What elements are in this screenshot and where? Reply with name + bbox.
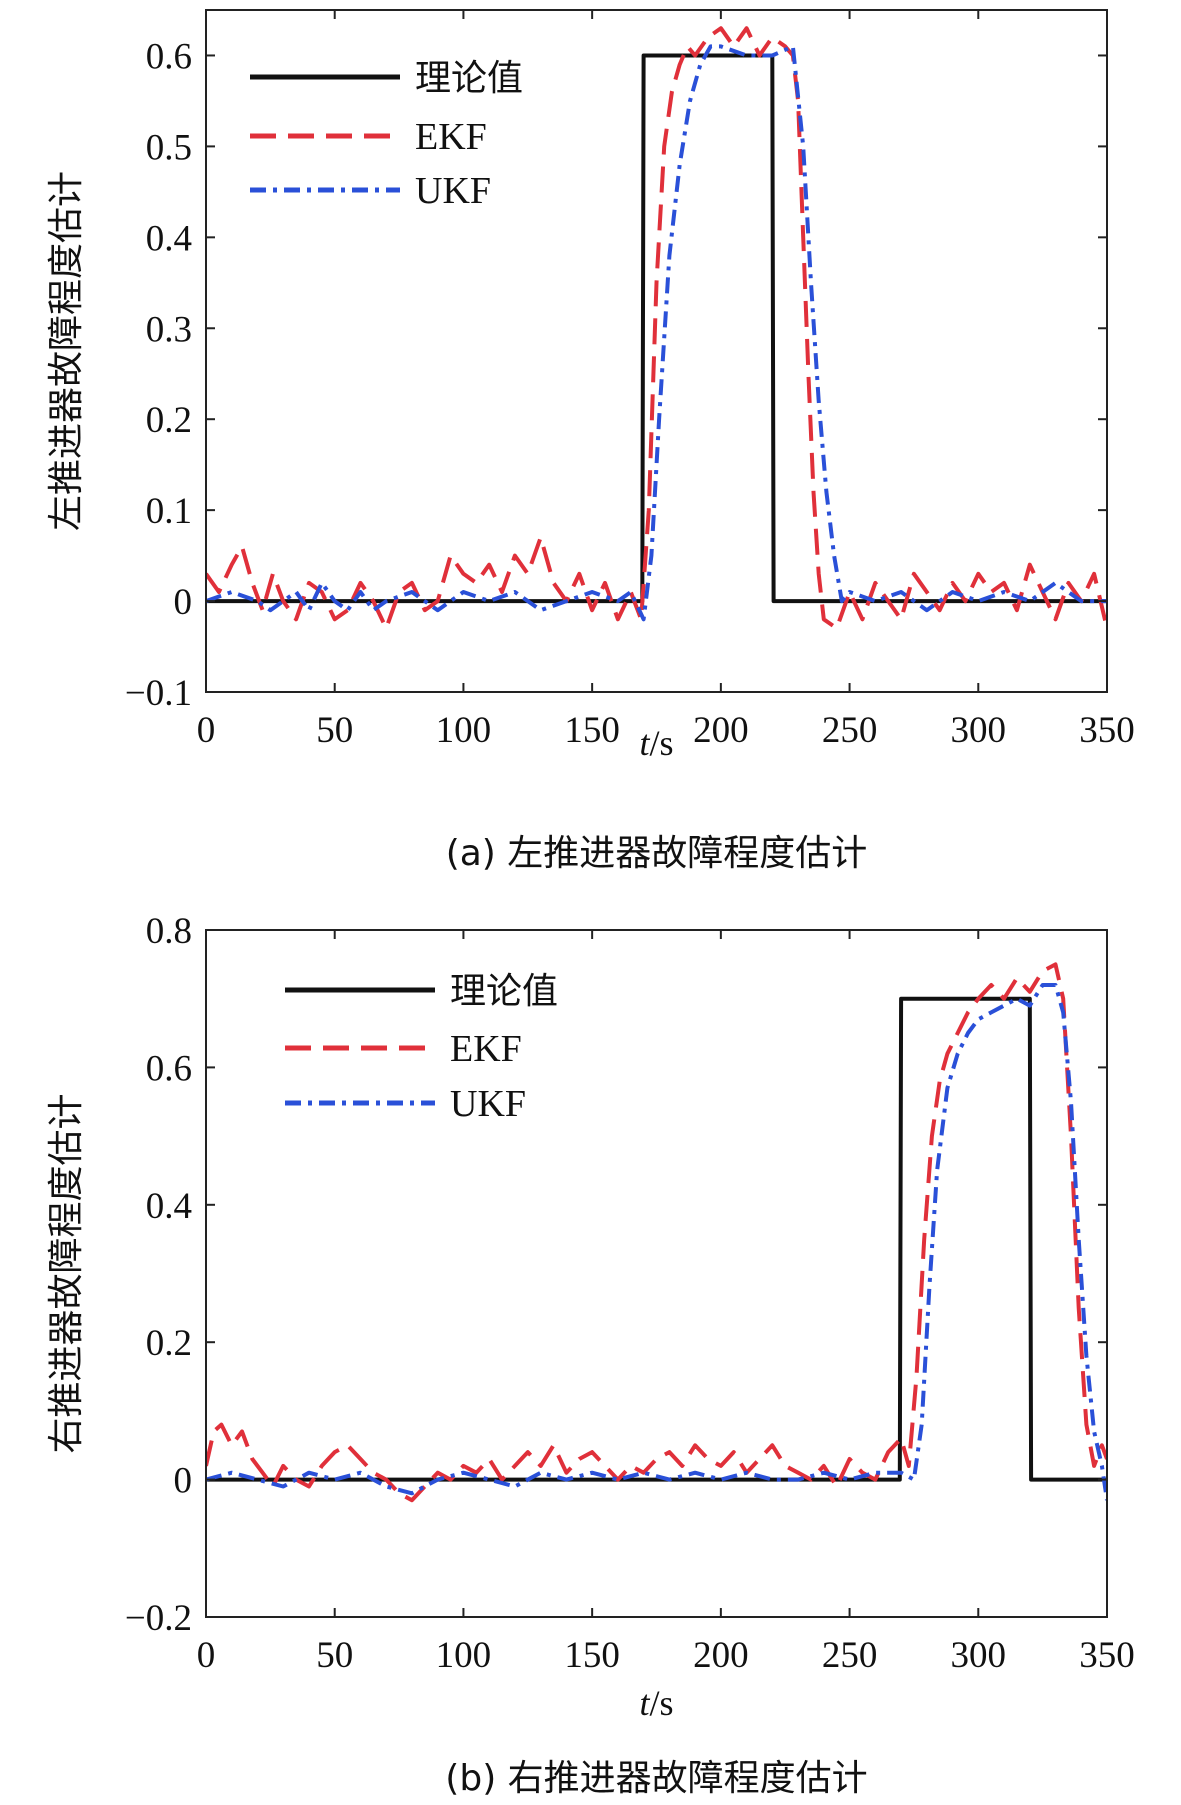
x-axis-label: t/s	[639, 1683, 673, 1723]
y-axis-label: 右推进器故障程度估计	[46, 1093, 87, 1453]
y-axis-label: 左推进器故障程度估计	[46, 171, 87, 531]
series-group	[206, 962, 1107, 1503]
y-tick-label: 0.5	[146, 127, 192, 168]
y-tick-label: 0.4	[146, 218, 192, 259]
y-tick-label: 0.2	[146, 1323, 192, 1364]
x-tick-label: 200	[693, 710, 749, 751]
x-tick-label: 250	[822, 710, 878, 751]
x-axis-label-variable: t	[639, 723, 650, 763]
x-tick-label: 0	[197, 1635, 216, 1676]
y-tick-label: 0	[174, 582, 193, 623]
legend-entry: EKF	[450, 1028, 522, 1070]
y-tick-label: −0.2	[125, 1598, 192, 1639]
x-tick-label: 300	[951, 710, 1007, 751]
series-line-solid	[206, 996, 1107, 1482]
x-tick-label: 150	[564, 1635, 620, 1676]
plot-frame	[205, 9, 1108, 693]
chart-caption: (b) 右推进器故障程度估计	[445, 1758, 867, 1799]
series-line-dashdot	[206, 44, 1107, 622]
x-tick-label: 100	[436, 1635, 492, 1676]
series-group	[206, 26, 1107, 631]
x-tick-label: 0	[197, 710, 216, 751]
y-tick-label: 0.6	[146, 1048, 192, 1089]
y-tick-label: 0.2	[146, 400, 192, 441]
x-tick-label: 350	[1079, 710, 1135, 751]
series-line-dashed	[206, 26, 1107, 631]
x-axis-label-unit: /s	[650, 723, 674, 763]
panel-a: 0 50 100 150 200 250 300 350−0.100.10.20.30.40.…	[46, 9, 1135, 874]
x-tick-label: 150	[564, 710, 620, 751]
x-tick-label: 50	[316, 710, 353, 751]
legend-entry: UKF	[415, 170, 491, 212]
x-tick-label: 200	[693, 1635, 749, 1676]
legend-entry: UKF	[450, 1083, 526, 1125]
y-tick-label: 0	[174, 1461, 193, 1502]
x-tick-label: 350	[1079, 1635, 1135, 1676]
y-tick-label: 0.1	[146, 491, 192, 532]
y-tick-label: 0.4	[146, 1186, 192, 1227]
x-tick-label: 300	[951, 1635, 1007, 1676]
legend-entry: EKF	[415, 116, 487, 158]
legend-entry: 理论值	[415, 58, 523, 99]
panel-b: 0 50 100 150 200 250 300 350−0.200.20.40.60.8t/…	[46, 911, 1135, 1799]
chart-caption: (a) 左推进器故障程度估计	[446, 833, 868, 874]
y-tick-label: −0.1	[125, 673, 192, 714]
x-tick-label: 250	[822, 1635, 878, 1676]
x-axis-label-variable: t	[639, 1683, 650, 1723]
y-tick-label: 0.8	[146, 911, 192, 952]
y-tick-label: 0.6	[146, 36, 192, 77]
plot-frame	[205, 929, 1108, 1618]
x-axis-label: t/s	[639, 723, 673, 763]
series-line-solid	[206, 53, 1107, 604]
x-axis-label-unit: /s	[650, 1683, 674, 1723]
x-tick-label: 100	[436, 710, 492, 751]
y-tick-label: 0.3	[146, 309, 192, 350]
legend-entry: 理论值	[450, 971, 558, 1012]
x-tick-label: 50	[316, 1635, 353, 1676]
series-line-dashed	[206, 962, 1107, 1503]
series-line-dashdot	[206, 983, 1107, 1501]
